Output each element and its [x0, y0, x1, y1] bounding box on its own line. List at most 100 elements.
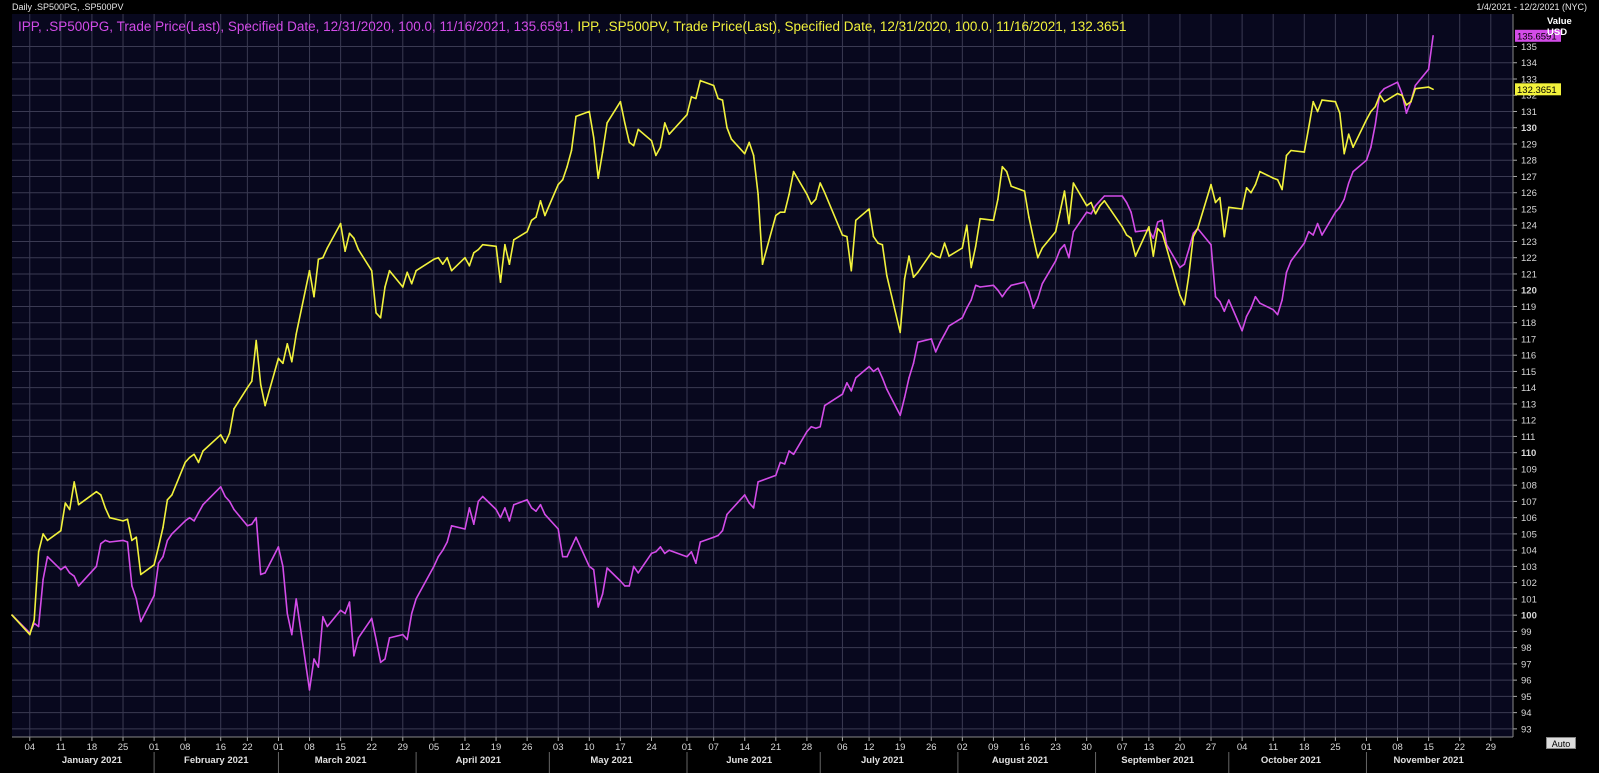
data-point-sp500pv — [886, 274, 888, 277]
data-point-sp500pg — [775, 474, 777, 477]
data-point-sp500pg — [1094, 204, 1097, 207]
data-point-sp500pv — [402, 286, 404, 288]
data-point-sp500pv — [46, 539, 49, 542]
data-point-sp500pv — [308, 269, 311, 272]
data-point-sp500pg — [1152, 237, 1155, 239]
data-point-sp500pg — [100, 542, 102, 545]
data-point-sp500pg — [481, 495, 484, 498]
data-point-sp500pv — [912, 276, 915, 279]
data-point-sp500pg — [77, 585, 80, 587]
data-point-sp500pv — [650, 139, 653, 142]
data-point-sp500pg — [726, 513, 728, 516]
data-point-sp500pg — [513, 503, 515, 506]
data-point-sp500pg — [370, 617, 373, 620]
x-tick-label: 26 — [522, 742, 533, 753]
data-point-sp500pv — [655, 154, 657, 157]
x-tick-label: 08 — [180, 742, 191, 753]
data-point-sp500pg — [575, 536, 577, 538]
data-point-sp500pg — [1276, 313, 1279, 316]
data-point-sp500pv — [930, 252, 933, 254]
data-point-sp500pg — [695, 562, 697, 564]
data-point-sp500pv — [64, 502, 67, 504]
data-point-sp500pv — [197, 461, 200, 464]
data-point-sp500pv — [259, 383, 262, 386]
data-point-sp500pv — [410, 282, 413, 285]
data-point-sp500pg — [992, 284, 995, 287]
data-point-sp500pg — [601, 593, 604, 595]
data-point-sp500pv — [415, 269, 417, 272]
data-point-sp500pg — [1245, 315, 1248, 318]
data-point-sp500pv — [504, 243, 506, 246]
data-point-sp500pv — [60, 529, 62, 532]
data-point-sp500pg — [384, 658, 386, 660]
data-point-sp500pg — [348, 601, 351, 603]
data-point-sp500pg — [872, 370, 875, 373]
y-tick-label: 118 — [1521, 318, 1536, 329]
data-point-sp500pv — [166, 499, 169, 501]
data-point-sp500pv — [1223, 235, 1226, 238]
data-point-sp500pv — [1427, 86, 1430, 88]
y-tick-label: 96 — [1521, 676, 1532, 687]
data-point-sp500pv — [686, 113, 688, 116]
data-point-sp500pv — [752, 154, 755, 157]
data-point-sp500pg — [126, 541, 129, 543]
y-tick-label: 131 — [1521, 107, 1537, 118]
data-point-sp500pg — [1290, 260, 1292, 262]
x-tick-label: 07 — [1117, 742, 1128, 753]
x-tick-label: 23 — [1050, 742, 1061, 753]
data-point-sp500pg — [846, 382, 848, 384]
data-point-sp500pv — [1090, 201, 1092, 204]
data-point-sp500pv — [815, 198, 817, 200]
data-point-sp500pg — [1121, 195, 1123, 197]
data-point-sp500pg — [1228, 299, 1230, 301]
data-point-sp500pv — [1134, 255, 1137, 257]
data-point-sp500pg — [850, 390, 853, 392]
x-tick-label: 16 — [215, 742, 226, 753]
data-point-sp500pg — [748, 502, 750, 504]
data-point-sp500pv — [384, 286, 386, 288]
data-point-sp500pv — [1054, 230, 1057, 233]
data-point-sp500pv — [379, 317, 382, 319]
data-point-sp500pv — [695, 97, 697, 100]
data-point-sp500pv — [730, 138, 733, 140]
data-point-sp500pv — [1210, 183, 1212, 186]
x-tick-label: 25 — [1330, 742, 1341, 753]
data-point-sp500pg — [251, 523, 253, 525]
x-tick-label: 03 — [553, 742, 564, 753]
data-point-sp500pv — [1183, 304, 1186, 306]
data-point-sp500pg — [64, 565, 67, 568]
data-point-sp500pv — [726, 126, 728, 129]
data-point-sp500pg — [628, 585, 631, 587]
data-point-sp500pg — [943, 333, 946, 335]
data-point-sp500pg — [1374, 123, 1377, 126]
data-point-sp500pg — [1272, 308, 1274, 311]
data-point-sp500pg — [624, 585, 626, 587]
data-point-sp500pv — [1321, 99, 1323, 101]
data-point-sp500pv — [322, 256, 324, 259]
x-month-label: May 2021 — [590, 755, 633, 766]
data-point-sp500pv — [1285, 154, 1288, 157]
data-point-sp500pv — [68, 508, 71, 511]
autoscale-button[interactable]: Auto — [1546, 737, 1576, 749]
data-point-sp500pv — [1028, 216, 1030, 218]
data-point-sp500pv — [193, 453, 195, 456]
data-point-sp500pg — [557, 528, 559, 530]
data-point-sp500pg — [1432, 35, 1434, 37]
x-tick-label: 08 — [304, 742, 315, 753]
data-point-sp500pv — [1241, 208, 1243, 210]
data-point-sp500pg — [939, 341, 941, 344]
x-tick-label: 01 — [273, 742, 284, 753]
data-point-sp500pv — [592, 136, 595, 139]
x-tick-label: 14 — [739, 742, 750, 753]
data-point-sp500pv — [1401, 94, 1403, 96]
data-point-sp500pg — [1041, 282, 1044, 285]
data-point-sp500pg — [442, 549, 444, 551]
x-tick-label: 10 — [584, 742, 595, 753]
y-tick-label: 119 — [1521, 302, 1536, 313]
data-point-sp500pg — [197, 512, 200, 514]
data-point-sp500pv — [291, 360, 293, 363]
data-point-sp500pv — [868, 208, 870, 210]
x-tick-label: 25 — [118, 742, 129, 753]
data-point-sp500pg — [473, 523, 475, 525]
data-point-sp500pv — [202, 450, 204, 452]
